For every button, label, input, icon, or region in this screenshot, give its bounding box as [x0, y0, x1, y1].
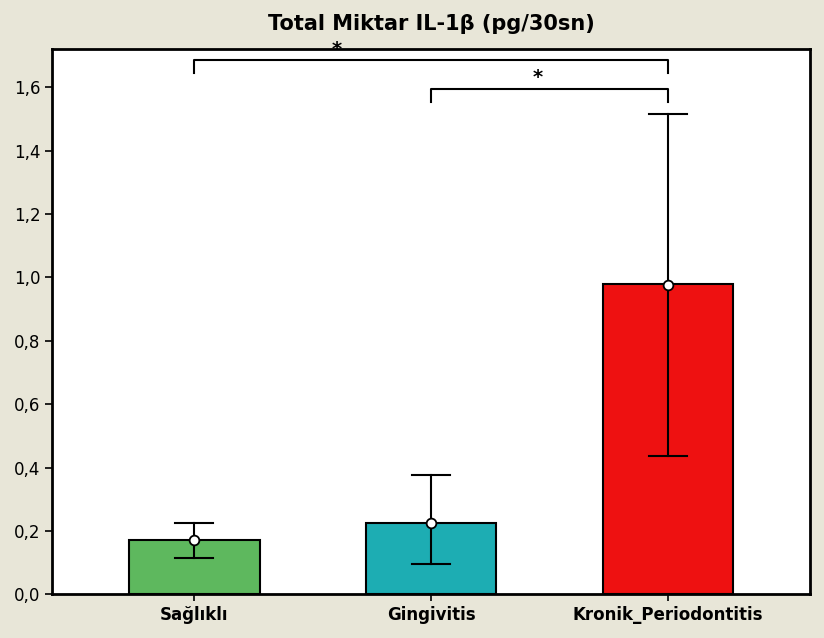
Text: *: * — [533, 68, 543, 87]
Title: Total Miktar IL-1β (pg/30sn): Total Miktar IL-1β (pg/30sn) — [268, 14, 595, 34]
Bar — [366, 523, 496, 595]
Text: *: * — [331, 40, 342, 59]
Bar — [129, 540, 260, 595]
Bar — [603, 284, 733, 595]
